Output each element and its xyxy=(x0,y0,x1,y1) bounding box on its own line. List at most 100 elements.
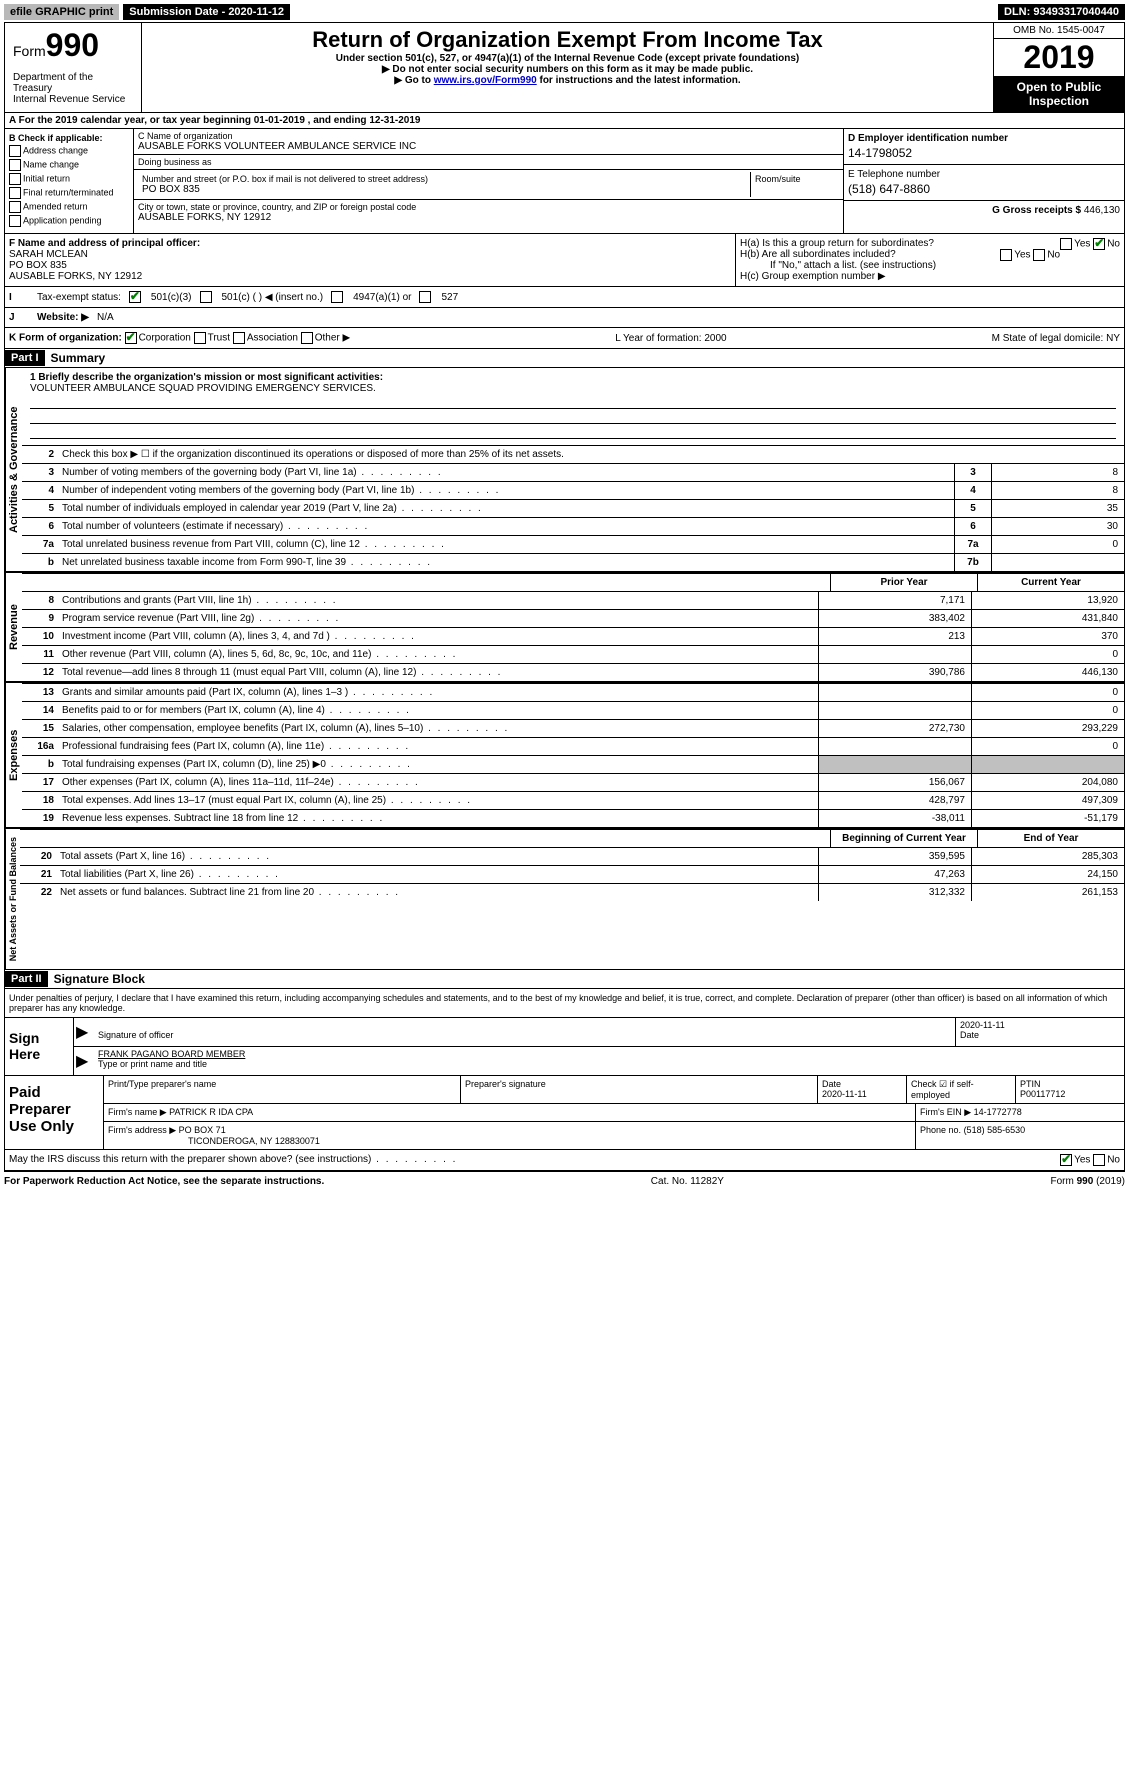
org-name: AUSABLE FORKS VOLUNTEER AMBULANCE SERVIC… xyxy=(138,141,839,152)
website-value: N/A xyxy=(97,312,114,323)
hc-label: H(c) Group exemption number ▶ xyxy=(740,271,1120,282)
entity-grid: B Check if applicable: Address change Na… xyxy=(4,129,1125,234)
prep-date: 2020-11-11 xyxy=(822,1089,902,1099)
fin-line: 11Other revenue (Part VIII, column (A), … xyxy=(22,645,1124,663)
paid-prep-label: Paid Preparer Use Only xyxy=(5,1076,104,1149)
footer-mid: Cat. No. 11282Y xyxy=(651,1176,724,1187)
chk-addr[interactable]: Address change xyxy=(23,145,88,155)
form-header: Form990 Department of the Treasury Inter… xyxy=(4,22,1125,113)
type-name-label: Type or print name and title xyxy=(98,1059,1120,1069)
chk-initial[interactable]: Initial return xyxy=(23,173,70,183)
opt-527[interactable]: 527 xyxy=(441,292,458,303)
cy-header: Current Year xyxy=(977,574,1124,591)
opt-501c[interactable]: 501(c) ( ) ◀ (insert no.) xyxy=(222,292,324,303)
room-label: Room/suite xyxy=(751,172,839,197)
firm-ein-label: Firm's EIN ▶ xyxy=(920,1107,971,1117)
prep-sig-label: Preparer's signature xyxy=(461,1076,818,1103)
officer-name: SARAH MCLEAN xyxy=(9,249,731,260)
ha-label: H(a) Is this a group return for subordin… xyxy=(740,238,934,249)
opt-trust[interactable]: Trust xyxy=(208,333,230,344)
fin-line: 18Total expenses. Add lines 13–17 (must … xyxy=(22,791,1124,809)
korg-row: K Form of organization: Corporation Trus… xyxy=(4,328,1125,349)
dln-label: DLN: 93493317040440 xyxy=(998,4,1125,20)
form-prefix: Form xyxy=(13,43,46,59)
firm-ein: 14-1772778 xyxy=(974,1107,1022,1117)
top-bar: efile GRAPHIC print Submission Date - 20… xyxy=(4,4,1125,20)
ptin-label: PTIN xyxy=(1020,1079,1120,1089)
footer: For Paperwork Reduction Act Notice, see … xyxy=(4,1171,1125,1191)
chk-final[interactable]: Final return/terminated xyxy=(23,187,114,197)
fin-line: 13Grants and similar amounts paid (Part … xyxy=(22,683,1124,701)
ptin-value: P00117712 xyxy=(1020,1089,1120,1099)
fin-line: 10Investment income (Part VIII, column (… xyxy=(22,627,1124,645)
firm-addr-label: Firm's address ▶ xyxy=(108,1125,176,1135)
hb-label: H(b) Are all subordinates included? xyxy=(740,249,896,260)
fin-line: 8Contributions and grants (Part VIII, li… xyxy=(22,591,1124,609)
firm-name-label: Firm's name ▶ xyxy=(108,1107,167,1117)
line1-label: 1 Briefly describe the organization's mi… xyxy=(30,372,1116,383)
dba-label: Doing business as xyxy=(138,157,839,167)
submission-btn[interactable]: Submission Date - 2020-11-12 xyxy=(123,4,290,20)
officer-label: F Name and address of principal officer: xyxy=(9,238,731,249)
phone-value: (518) 647-8860 xyxy=(848,182,1120,196)
opt-assoc[interactable]: Association xyxy=(247,333,298,344)
py-header: Prior Year xyxy=(830,574,977,591)
sig-officer-label: Signature of officer xyxy=(98,1030,951,1040)
officer-type-name: FRANK PAGANO BOARD MEMBER xyxy=(98,1049,1120,1059)
right-col: D Employer identification number 14-1798… xyxy=(843,129,1124,233)
efile-btn[interactable]: efile GRAPHIC print xyxy=(4,4,119,20)
ein-value: 14-1798052 xyxy=(848,146,1120,160)
opt-501c3[interactable]: 501(c)(3) xyxy=(151,292,192,303)
form-number: 990 xyxy=(46,27,99,63)
name-col: C Name of organization AUSABLE FORKS VOL… xyxy=(134,129,843,233)
sig-section: Under penalties of perjury, I declare th… xyxy=(4,989,1125,1171)
city-value: AUSABLE FORKS, NY 12912 xyxy=(138,212,839,223)
vert-revenue: Revenue xyxy=(5,573,22,681)
vert-expenses: Expenses xyxy=(5,683,22,827)
check-self[interactable]: Check ☑ if self-employed xyxy=(907,1076,1016,1103)
sign-here: Sign Here xyxy=(5,1018,74,1075)
main-title: Return of Organization Exempt From Incom… xyxy=(146,27,989,53)
firm-name: PATRICK R IDA CPA xyxy=(169,1107,253,1117)
irs-link[interactable]: www.irs.gov/Form990 xyxy=(434,75,537,86)
opt-corp[interactable]: Corporation xyxy=(139,333,191,344)
vert-netassets: Net Assets or Fund Balances xyxy=(5,829,20,969)
omb-label: OMB No. 1545-0047 xyxy=(994,23,1124,39)
firm-city: TICONDEROGA, NY 128830071 xyxy=(108,1136,911,1146)
name-label: C Name of organization xyxy=(138,131,839,141)
opt-4947[interactable]: 4947(a)(1) or xyxy=(353,292,411,303)
officer-grid: F Name and address of principal officer:… xyxy=(4,234,1125,287)
check-b-label: B Check if applicable: xyxy=(9,133,129,143)
prep-date-label: Date xyxy=(822,1079,902,1089)
gov-line: 6Total number of volunteers (estimate if… xyxy=(22,517,1124,535)
na-cy-header: End of Year xyxy=(977,830,1124,847)
form-number-cell: Form990 Department of the Treasury Inter… xyxy=(5,23,142,112)
gov-line: 3Number of voting members of the governi… xyxy=(22,463,1124,481)
phone-label: E Telephone number xyxy=(848,169,1120,180)
discuss-label: May the IRS discuss this return with the… xyxy=(9,1154,457,1166)
tax-year: 2019 xyxy=(994,39,1124,76)
chk-app[interactable]: Application pending xyxy=(23,215,102,225)
fin-line: 9Program service revenue (Part VIII, lin… xyxy=(22,609,1124,627)
prep-name-label: Print/Type preparer's name xyxy=(104,1076,461,1103)
firm-phone: (518) 585-6530 xyxy=(964,1125,1026,1135)
chk-amended[interactable]: Amended return xyxy=(23,201,88,211)
chk-name[interactable]: Name change xyxy=(23,159,79,169)
gov-line: 4Number of independent voting members of… xyxy=(22,481,1124,499)
subtitle: Under section 501(c), 527, or 4947(a)(1)… xyxy=(146,53,989,64)
ssn-notice: ▶ Do not enter social security numbers o… xyxy=(146,64,989,75)
ein-label: D Employer identification number xyxy=(848,133,1120,144)
dept-label: Department of the Treasury Internal Reve… xyxy=(13,72,133,105)
gov-line: 5Total number of individuals employed in… xyxy=(22,499,1124,517)
gross-label: G Gross receipts $ xyxy=(992,205,1081,216)
fin-line: 16aProfessional fundraising fees (Part I… xyxy=(22,737,1124,755)
sig-date-label: Date xyxy=(960,1030,1120,1040)
fin-line: 14Benefits paid to or for members (Part … xyxy=(22,701,1124,719)
opt-other[interactable]: Other ▶ xyxy=(315,333,350,344)
year-cell: OMB No. 1545-0047 2019 Open to Public In… xyxy=(993,23,1124,112)
part1-header-row: Part I Summary xyxy=(4,349,1125,368)
firm-addr: PO BOX 71 xyxy=(179,1125,226,1135)
fin-line: 19Revenue less expenses. Subtract line 1… xyxy=(22,809,1124,827)
vert-governance: Activities & Governance xyxy=(5,368,22,571)
sig-date-value: 2020-11-11 xyxy=(960,1020,1120,1030)
